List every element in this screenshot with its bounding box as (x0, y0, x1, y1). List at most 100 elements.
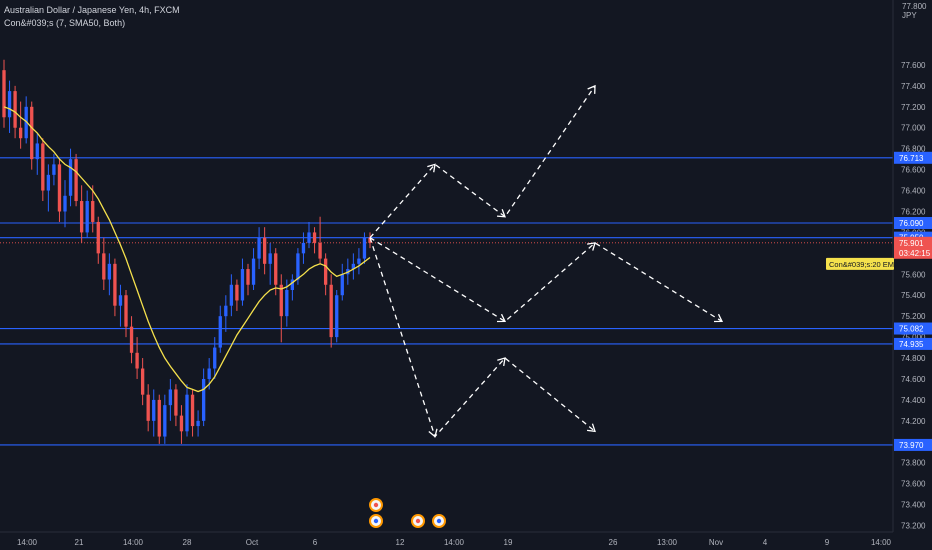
current-price-tag (894, 236, 932, 259)
time-tick-label: 14:00 (17, 538, 38, 547)
time-scale[interactable]: 14:00 21 14:00 28 Oct 6 12 14:00 19 26 13:00 Nov 4 9 1… (17, 538, 892, 547)
time-tick-label: 4 (763, 538, 768, 547)
price-scale[interactable]: 77.600 77.400 77.200 77.000 76.800 76.600 76.4… (901, 61, 926, 531)
candle-body (235, 284, 239, 301)
price-tick-label: 77.000 (901, 124, 926, 133)
candle-body (57, 164, 62, 212)
level-price-tag (894, 337, 932, 350)
candle-body (140, 368, 145, 395)
candle-body (157, 399, 161, 437)
price-tick-label: 73.600 (901, 480, 926, 489)
candle-body (163, 405, 167, 437)
candle-body (129, 326, 134, 353)
time-tick-label: 19 (504, 538, 513, 547)
candle-body (318, 242, 322, 259)
candle-body (301, 242, 306, 254)
arrow-head (427, 163, 436, 173)
projection-path[interactable] (369, 237, 723, 323)
event-marker-dot (436, 518, 442, 524)
candle-body (329, 284, 333, 338)
candle-body (113, 263, 117, 306)
candle-body (362, 237, 367, 259)
price-tick-label: 74.800 (901, 354, 926, 363)
arrow-head (496, 313, 507, 323)
time-tick-label: 9 (825, 538, 830, 547)
time-tick-label: Oct (246, 538, 259, 547)
time-tick-label: 26 (609, 538, 618, 547)
candle-body (13, 91, 17, 128)
candle-body (2, 70, 6, 118)
candle-body (224, 305, 228, 317)
candle-body (268, 253, 272, 264)
candle-body (24, 106, 28, 139)
price-tick-label: 76.800 (901, 145, 926, 154)
ema-label: Con&#039;s:20 EMA (829, 260, 899, 269)
price-labels: 76.71376.09075.95075.08274.93573.97075.9… (826, 151, 932, 451)
candle-body (7, 91, 12, 118)
candle-body (190, 394, 195, 427)
level-price-label: 76.713 (899, 154, 924, 163)
time-tick-label: 28 (183, 538, 192, 547)
price-tick-label: 73.400 (901, 501, 926, 510)
arrow-head (586, 423, 596, 433)
projection-path[interactable] (369, 237, 596, 438)
price-tick-label: 73.800 (901, 459, 926, 468)
price-tick-label: 77.400 (901, 82, 926, 91)
ema-label-tag (826, 257, 894, 270)
arrow-head (497, 357, 506, 367)
time-tick-label: 12 (396, 538, 405, 547)
candle-body (201, 378, 206, 421)
candle-body (351, 263, 356, 270)
symbol-title[interactable]: Australian Dollar / Japanese Yen, 4h, FX… (4, 5, 180, 15)
candle-body (118, 295, 123, 306)
horizontal-levels (0, 157, 893, 446)
time-tick-label: 6 (313, 538, 318, 547)
candle-body (340, 274, 344, 296)
candle-body (246, 269, 250, 285)
candle-body (257, 237, 261, 259)
indicator-title[interactable]: Con&#039;s (7, SMA50, Both) (4, 18, 126, 28)
candle-body (91, 201, 95, 222)
level-price-label: 75.082 (899, 325, 924, 334)
candle-body (52, 164, 56, 175)
candle-body (285, 290, 289, 317)
candle-body (79, 201, 84, 233)
projection-path[interactable] (369, 85, 596, 239)
time-tick-label: 13:00 (657, 538, 678, 547)
candle-body (168, 389, 173, 406)
candle-body (307, 232, 311, 243)
event-marker-dot (373, 518, 379, 524)
candle-body (18, 127, 23, 139)
candle-body (312, 232, 317, 243)
scale-top-value: 77.800 (902, 2, 927, 11)
candle-body (196, 420, 200, 427)
level-price-tag (894, 438, 932, 451)
price-tick-label: 76.200 (901, 207, 926, 216)
candle-body (229, 284, 234, 306)
price-tick-label: 76.400 (901, 187, 926, 196)
ema-line (3, 106, 371, 393)
candle-body (35, 143, 39, 160)
candle-body (30, 106, 34, 160)
price-scale-unit: 77.800 JPY (902, 2, 926, 20)
current-price-label: 75.901 (899, 239, 924, 248)
projection-paths (369, 84, 724, 438)
price-tick-label: 73.200 (901, 522, 926, 531)
candle-body (124, 295, 128, 327)
candle-body (262, 237, 267, 264)
arrow-head (428, 428, 438, 438)
price-tick-label: 74.600 (901, 375, 926, 384)
candle-body (102, 253, 106, 280)
event-markers[interactable] (369, 498, 446, 528)
level-price-tag (894, 217, 932, 230)
candle-body (46, 174, 51, 191)
time-tick-label: 14:00 (871, 538, 892, 547)
scale-currency: JPY (902, 11, 917, 20)
candle-body (135, 352, 139, 369)
price-tick-label: 75.600 (901, 270, 926, 279)
candle-body (218, 316, 222, 348)
price-tick-label: 74.400 (901, 396, 926, 405)
candle-body (335, 295, 339, 338)
